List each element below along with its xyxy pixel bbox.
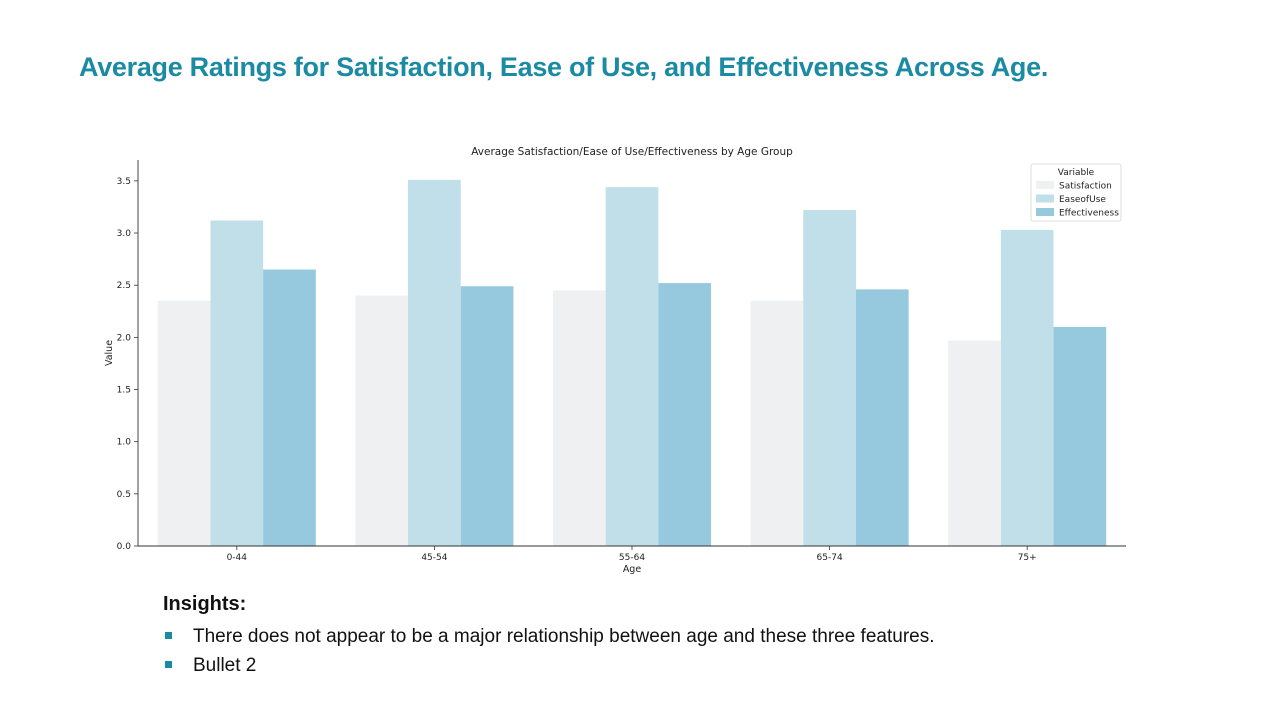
- y-tick-label: 0.5: [117, 490, 131, 500]
- bar-satisfaction-45-54: [355, 295, 409, 546]
- bar-effectiveness-65-74: [855, 289, 909, 546]
- legend-label-easeofuse: EaseofUse: [1059, 195, 1106, 205]
- insight-text: There does not appear to be a major rela…: [193, 626, 935, 647]
- insight-bullet: There does not appear to be a major rela…: [163, 622, 935, 651]
- square-bullet-icon: [165, 632, 172, 639]
- legend-swatch-easeofuse: [1036, 194, 1054, 203]
- legend-label-satisfaction: Satisfaction: [1059, 182, 1112, 192]
- bar-satisfaction-75+: [948, 340, 1001, 546]
- square-bullet-icon: [165, 661, 172, 668]
- bar-easeofuse-65-74: [803, 210, 856, 546]
- x-tick-label: 0-44: [227, 553, 248, 563]
- y-tick-label: 2.0: [117, 333, 132, 343]
- legend-swatch-effectiveness: [1036, 208, 1054, 216]
- insight-text: Bullet 2: [193, 655, 257, 676]
- legend-swatch-satisfaction: [1036, 181, 1054, 189]
- insights-heading: Insights:: [163, 593, 247, 615]
- insight-bullet: Bullet 2: [163, 651, 935, 680]
- y-tick-label: 3.0: [117, 229, 132, 239]
- bar-easeofuse-45-54: [408, 179, 461, 546]
- bar-easeofuse-0-44: [210, 220, 264, 546]
- chart-title: Average Satisfaction/Ease of Use/Effecti…: [471, 146, 793, 158]
- bar-satisfaction-55-64: [552, 290, 606, 546]
- x-tick-label: 45-54: [421, 553, 447, 563]
- insights-list: There does not appear to be a major rela…: [163, 622, 935, 680]
- y-tick-label: 1.0: [117, 438, 132, 448]
- legend-box: [1030, 163, 1122, 222]
- bar-satisfaction-65-74: [750, 300, 804, 546]
- y-tick-label: 3.5: [117, 177, 131, 187]
- y-axis-label: Value: [104, 340, 115, 366]
- bar-effectiveness-55-64: [658, 283, 712, 546]
- insights-section: Insights: There does not appear to be a …: [163, 593, 935, 680]
- x-tick-label: 65-74: [817, 553, 843, 563]
- bar-effectiveness-0-44: [263, 269, 316, 546]
- bar-easeofuse-75+: [1000, 229, 1054, 547]
- bar-easeofuse-55-64: [605, 187, 659, 546]
- y-tick-label: 2.5: [117, 281, 131, 291]
- x-tick-label: 75+: [1018, 553, 1037, 563]
- bar-effectiveness-45-54: [460, 286, 514, 546]
- y-tick-label: 0.0: [117, 542, 132, 552]
- x-tick-label: 55-64: [619, 553, 645, 563]
- legend-label-effectiveness: Effectiveness: [1059, 209, 1119, 219]
- slide-title: Average Ratings for Satisfaction, Ease o…: [79, 52, 1049, 82]
- x-axis-label: Age: [623, 564, 642, 575]
- bar-satisfaction-0-44: [157, 300, 211, 546]
- legend-title: Variable: [1058, 168, 1095, 178]
- y-tick-label: 1.5: [117, 386, 131, 396]
- bar-effectiveness-75+: [1053, 326, 1107, 546]
